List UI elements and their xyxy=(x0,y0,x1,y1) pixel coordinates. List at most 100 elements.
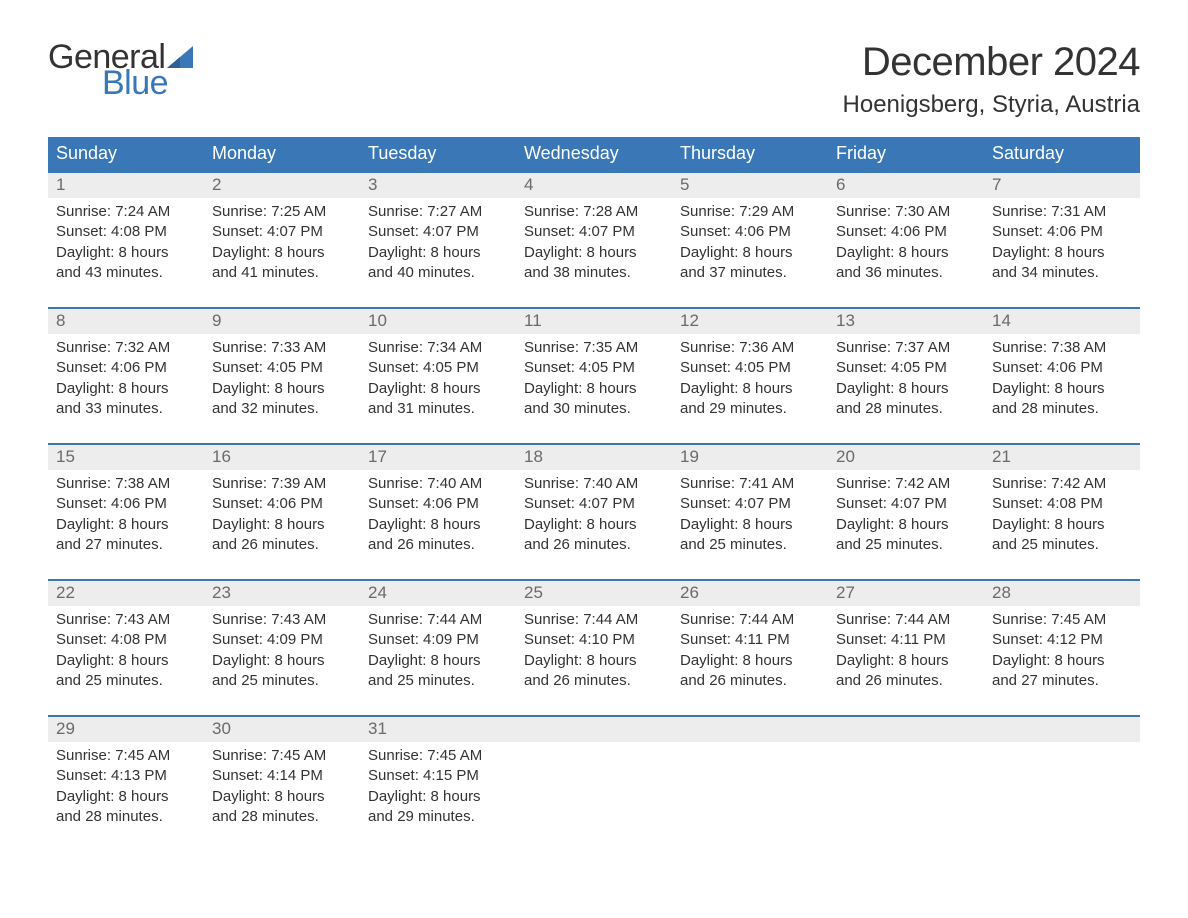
day-d1: Daylight: 8 hours xyxy=(368,379,508,399)
day-cell: Sunrise: 7:38 AMSunset: 4:06 PMDaylight:… xyxy=(48,470,204,561)
day-sunset: Sunset: 4:06 PM xyxy=(212,494,352,514)
date-cell: 20 xyxy=(828,445,984,470)
date-cell: 12 xyxy=(672,309,828,334)
week-row: 22232425262728Sunrise: 7:43 AMSunset: 4:… xyxy=(48,579,1140,697)
day-sunset: Sunset: 4:07 PM xyxy=(212,222,352,242)
day-sunset: Sunset: 4:07 PM xyxy=(524,494,664,514)
date-cell: 21 xyxy=(984,445,1140,470)
day-sunset: Sunset: 4:15 PM xyxy=(368,766,508,786)
day-header-saturday: Saturday xyxy=(984,137,1140,171)
day-sunrise: Sunrise: 7:39 AM xyxy=(212,474,352,494)
title-block: December 2024 Hoenigsberg, Styria, Austr… xyxy=(843,40,1140,119)
day-d2: and 26 minutes. xyxy=(680,671,820,691)
day-sunset: Sunset: 4:07 PM xyxy=(368,222,508,242)
day-sunset: Sunset: 4:05 PM xyxy=(212,358,352,378)
calendar: Sunday Monday Tuesday Wednesday Thursday… xyxy=(48,137,1140,833)
day-sunrise: Sunrise: 7:38 AM xyxy=(992,338,1132,358)
day-sunrise: Sunrise: 7:43 AM xyxy=(212,610,352,630)
day-sunrise: Sunrise: 7:36 AM xyxy=(680,338,820,358)
date-cell: 24 xyxy=(360,581,516,606)
date-cell: 13 xyxy=(828,309,984,334)
day-d2: and 28 minutes. xyxy=(212,807,352,827)
day-d2: and 32 minutes. xyxy=(212,399,352,419)
sail-icon xyxy=(167,46,193,68)
day-d2: and 26 minutes. xyxy=(524,535,664,555)
day-d2: and 34 minutes. xyxy=(992,263,1132,283)
day-cell: Sunrise: 7:44 AMSunset: 4:09 PMDaylight:… xyxy=(360,606,516,697)
date-row: 15161718192021 xyxy=(48,445,1140,470)
info-row: Sunrise: 7:43 AMSunset: 4:08 PMDaylight:… xyxy=(48,606,1140,697)
day-sunrise: Sunrise: 7:43 AM xyxy=(56,610,196,630)
day-header-thursday: Thursday xyxy=(672,137,828,171)
day-cell: Sunrise: 7:43 AMSunset: 4:09 PMDaylight:… xyxy=(204,606,360,697)
date-cell: 31 xyxy=(360,717,516,742)
info-row: Sunrise: 7:32 AMSunset: 4:06 PMDaylight:… xyxy=(48,334,1140,425)
date-row: 1234567 xyxy=(48,173,1140,198)
day-cell: Sunrise: 7:45 AMSunset: 4:15 PMDaylight:… xyxy=(360,742,516,833)
date-cell: 2 xyxy=(204,173,360,198)
day-d2: and 25 minutes. xyxy=(56,671,196,691)
day-d2: and 27 minutes. xyxy=(992,671,1132,691)
day-cell: Sunrise: 7:40 AMSunset: 4:07 PMDaylight:… xyxy=(516,470,672,561)
day-cell: Sunrise: 7:37 AMSunset: 4:05 PMDaylight:… xyxy=(828,334,984,425)
day-d2: and 26 minutes. xyxy=(524,671,664,691)
day-d2: and 29 minutes. xyxy=(368,807,508,827)
day-cell: Sunrise: 7:42 AMSunset: 4:08 PMDaylight:… xyxy=(984,470,1140,561)
day-sunrise: Sunrise: 7:34 AM xyxy=(368,338,508,358)
week-row: 15161718192021Sunrise: 7:38 AMSunset: 4:… xyxy=(48,443,1140,561)
day-sunrise: Sunrise: 7:31 AM xyxy=(992,202,1132,222)
day-d1: Daylight: 8 hours xyxy=(56,379,196,399)
day-cell xyxy=(672,742,828,833)
day-d1: Daylight: 8 hours xyxy=(56,651,196,671)
date-row: 891011121314 xyxy=(48,309,1140,334)
month-title: December 2024 xyxy=(843,40,1140,85)
day-header-row: Sunday Monday Tuesday Wednesday Thursday… xyxy=(48,137,1140,171)
day-sunset: Sunset: 4:11 PM xyxy=(680,630,820,650)
day-sunrise: Sunrise: 7:33 AM xyxy=(212,338,352,358)
date-cell: 23 xyxy=(204,581,360,606)
date-cell xyxy=(672,717,828,742)
day-d1: Daylight: 8 hours xyxy=(680,243,820,263)
day-d1: Daylight: 8 hours xyxy=(836,379,976,399)
day-sunset: Sunset: 4:08 PM xyxy=(56,630,196,650)
day-sunrise: Sunrise: 7:45 AM xyxy=(56,746,196,766)
day-cell: Sunrise: 7:42 AMSunset: 4:07 PMDaylight:… xyxy=(828,470,984,561)
day-d2: and 28 minutes. xyxy=(992,399,1132,419)
day-d1: Daylight: 8 hours xyxy=(212,651,352,671)
day-d1: Daylight: 8 hours xyxy=(836,651,976,671)
day-d2: and 40 minutes. xyxy=(368,263,508,283)
day-sunset: Sunset: 4:05 PM xyxy=(524,358,664,378)
day-sunrise: Sunrise: 7:27 AM xyxy=(368,202,508,222)
day-d2: and 31 minutes. xyxy=(368,399,508,419)
day-sunset: Sunset: 4:05 PM xyxy=(368,358,508,378)
date-cell: 3 xyxy=(360,173,516,198)
weeks-container: 1234567Sunrise: 7:24 AMSunset: 4:08 PMDa… xyxy=(48,171,1140,833)
day-d1: Daylight: 8 hours xyxy=(836,515,976,535)
day-d1: Daylight: 8 hours xyxy=(680,515,820,535)
day-sunset: Sunset: 4:14 PM xyxy=(212,766,352,786)
day-sunset: Sunset: 4:07 PM xyxy=(836,494,976,514)
day-d1: Daylight: 8 hours xyxy=(524,379,664,399)
date-row: 293031 xyxy=(48,717,1140,742)
date-cell: 17 xyxy=(360,445,516,470)
day-sunrise: Sunrise: 7:29 AM xyxy=(680,202,820,222)
day-cell: Sunrise: 7:35 AMSunset: 4:05 PMDaylight:… xyxy=(516,334,672,425)
day-d2: and 26 minutes. xyxy=(368,535,508,555)
day-sunrise: Sunrise: 7:41 AM xyxy=(680,474,820,494)
day-sunrise: Sunrise: 7:30 AM xyxy=(836,202,976,222)
day-cell: Sunrise: 7:41 AMSunset: 4:07 PMDaylight:… xyxy=(672,470,828,561)
day-cell: Sunrise: 7:33 AMSunset: 4:05 PMDaylight:… xyxy=(204,334,360,425)
day-d1: Daylight: 8 hours xyxy=(524,243,664,263)
day-d1: Daylight: 8 hours xyxy=(680,379,820,399)
day-d1: Daylight: 8 hours xyxy=(56,515,196,535)
day-cell: Sunrise: 7:31 AMSunset: 4:06 PMDaylight:… xyxy=(984,198,1140,289)
day-cell xyxy=(984,742,1140,833)
day-sunrise: Sunrise: 7:37 AM xyxy=(836,338,976,358)
info-row: Sunrise: 7:45 AMSunset: 4:13 PMDaylight:… xyxy=(48,742,1140,833)
day-cell: Sunrise: 7:44 AMSunset: 4:11 PMDaylight:… xyxy=(672,606,828,697)
header: General Blue December 2024 Hoenigsberg, … xyxy=(48,40,1140,119)
day-d2: and 26 minutes. xyxy=(212,535,352,555)
day-d1: Daylight: 8 hours xyxy=(368,787,508,807)
day-d2: and 27 minutes. xyxy=(56,535,196,555)
day-sunrise: Sunrise: 7:45 AM xyxy=(212,746,352,766)
